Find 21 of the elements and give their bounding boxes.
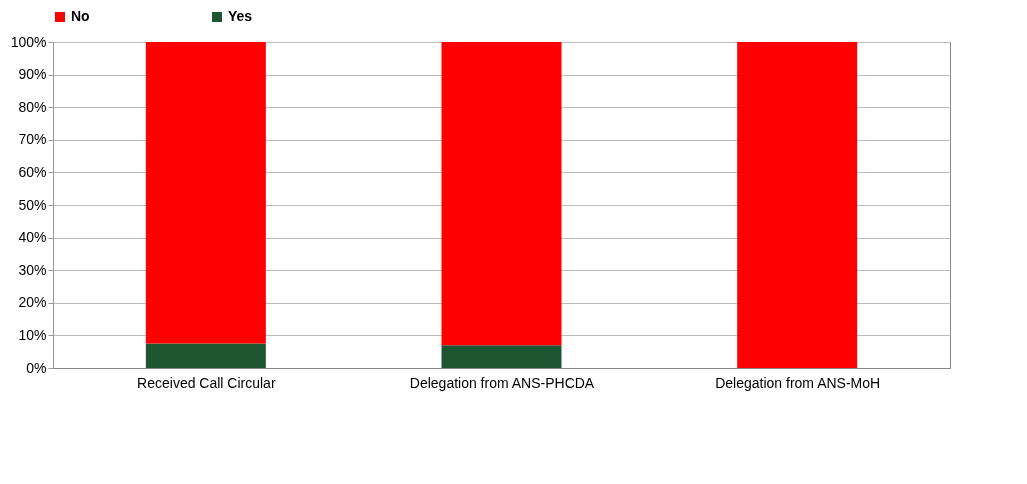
y-tick-label: 100% bbox=[10, 33, 47, 50]
x-tick-label: Delegation from ANS-MoH bbox=[715, 374, 881, 391]
legend-label: Yes bbox=[228, 8, 253, 24]
y-tick-label: 0% bbox=[26, 359, 47, 376]
y-tick-label: 20% bbox=[18, 294, 47, 311]
y-tick-label: 30% bbox=[18, 261, 47, 278]
x-tick-label: Received Call Circular bbox=[137, 374, 276, 391]
y-tick-label: 90% bbox=[18, 66, 47, 83]
bar bbox=[441, 345, 562, 368]
bar bbox=[441, 42, 562, 346]
y-tick-label: 70% bbox=[18, 131, 47, 148]
bar bbox=[145, 42, 266, 344]
y-tick-label: 80% bbox=[18, 98, 47, 115]
y-tick-label: 50% bbox=[18, 196, 47, 213]
bar bbox=[145, 343, 266, 368]
y-tick-label: 10% bbox=[18, 326, 47, 343]
y-tick-label: 60% bbox=[18, 163, 47, 180]
x-tick-label: Delegation from ANS-PHCDA bbox=[409, 374, 595, 391]
legend-label: No bbox=[71, 8, 90, 24]
y-tick-label: 40% bbox=[18, 229, 47, 246]
bar bbox=[737, 42, 858, 368]
